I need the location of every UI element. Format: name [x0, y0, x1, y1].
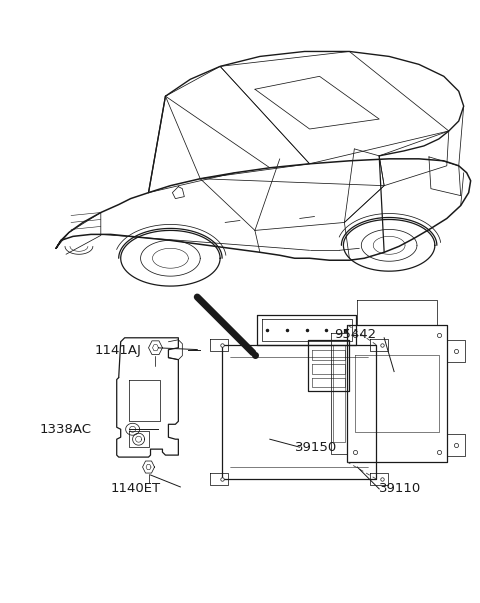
- Text: 1140ET: 1140ET: [110, 482, 161, 496]
- Text: 1141AJ: 1141AJ: [95, 344, 142, 357]
- Text: 39150: 39150: [295, 441, 337, 453]
- Text: 95442: 95442: [335, 328, 377, 341]
- Text: 39110: 39110: [379, 482, 421, 496]
- Text: 1338AC: 1338AC: [39, 423, 91, 436]
